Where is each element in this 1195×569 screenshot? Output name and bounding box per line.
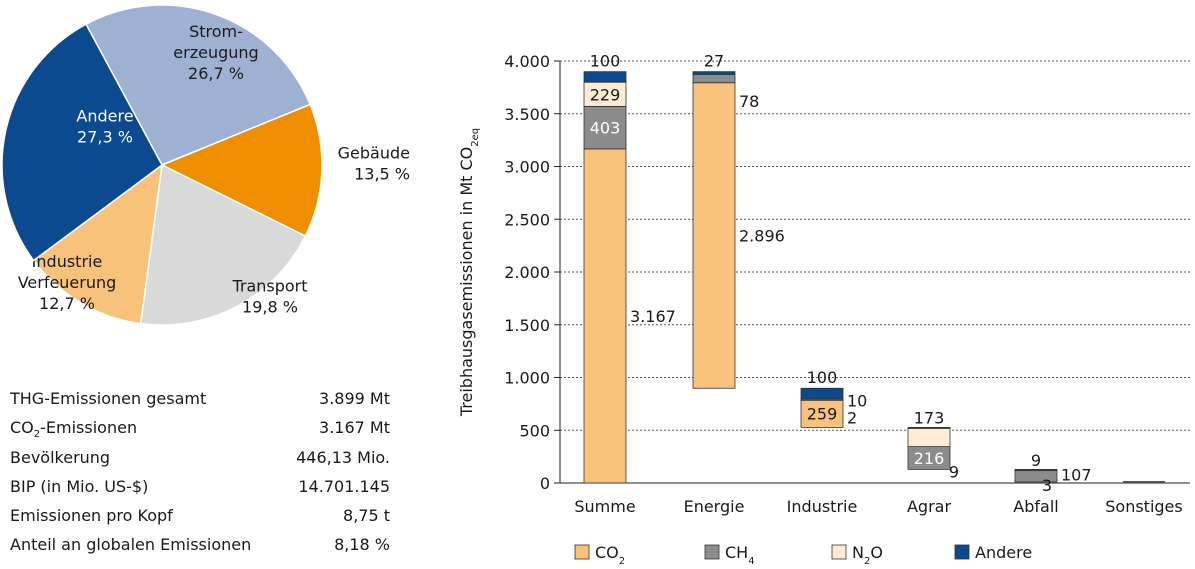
y-tick-label: 3.000 xyxy=(504,158,550,177)
pie-slice-label: Andere xyxy=(76,107,133,126)
stat-value: 3.899 Mt xyxy=(319,389,390,408)
stat-row: Emissionen pro Kopf 8,75 t xyxy=(10,501,390,530)
bar-industrie-andere xyxy=(800,387,844,400)
y-tick-label: 0 xyxy=(540,474,550,493)
pie-slice-label: Gebäude xyxy=(338,144,410,163)
legend-label: CH4 xyxy=(725,543,755,567)
stat-label: CO2-Emissionen xyxy=(10,418,138,441)
bar-sonstiges xyxy=(1123,481,1165,483)
bar-abfall-andere xyxy=(1014,468,1058,471)
stat-row: Anteil an globalen Emissionen 8,18 % xyxy=(10,530,390,559)
bar-summe-andere xyxy=(583,71,627,83)
x-tick-label: Abfall xyxy=(1013,497,1058,516)
bar-summe-n2o xyxy=(583,81,627,107)
pie-value-label: 27,3 % xyxy=(77,128,133,147)
pie-slice-geb-ude xyxy=(160,103,323,238)
bar-agrar-andere xyxy=(907,427,951,429)
stat-label: Bevölkerung xyxy=(10,447,111,467)
pie-value-label: 12,7 % xyxy=(39,294,95,313)
stat-label: BIP (in Mio. US-$) xyxy=(10,476,149,496)
legend-label: Andere xyxy=(975,543,1032,562)
y-tick-label: 3.500 xyxy=(504,105,550,124)
x-tick-label: Sonstiges xyxy=(1105,497,1182,516)
stat-row: THG-Emissionen gesamt 3.899 Mt xyxy=(10,384,390,413)
data-label: 216 xyxy=(914,449,945,468)
bar-summe-co2 xyxy=(583,148,627,484)
data-label: 3 xyxy=(1042,476,1052,495)
bar-industrie-co2 xyxy=(800,399,844,428)
pie-slice-industrie-verfeuerung xyxy=(32,163,163,325)
legend-label: CO2 xyxy=(595,543,625,567)
stat-row: BIP (in Mio. US-$) 14.701.145 xyxy=(10,472,390,501)
pie-slice-label: Industrie xyxy=(32,252,103,271)
data-label: 27 xyxy=(704,52,724,71)
pie-slice-label: Strom- xyxy=(189,22,243,41)
stat-value: 3.167 Mt xyxy=(319,418,390,438)
pie-value-label: 19,8 % xyxy=(242,298,298,317)
data-label: 78 xyxy=(739,92,759,111)
data-label: 259 xyxy=(807,405,838,424)
data-label: 100 xyxy=(590,52,621,71)
bar-summe-ch4 xyxy=(583,105,627,150)
data-label: 9 xyxy=(949,462,959,481)
stat-value: 8,18 % xyxy=(334,535,390,555)
bar-energie-andere xyxy=(692,71,736,75)
bar-energie-co2 xyxy=(692,82,736,389)
stat-value: 8,75 t xyxy=(343,506,390,526)
sector-pie-chart: Strom-erzeugung 26,7 % Gebäude 13,5 % Transp… xyxy=(1,4,410,326)
stat-value: 446,13 Mio. xyxy=(296,447,390,467)
bar-agrar-n2o xyxy=(907,427,951,448)
data-label: 229 xyxy=(590,85,621,104)
pie-slice-label: Transport xyxy=(231,277,307,296)
y-tick-label: 4.000 xyxy=(504,52,550,71)
y-tick-label: 2.500 xyxy=(504,210,550,229)
y-tick-label: 1.000 xyxy=(504,369,550,388)
legend-swatch-n2o xyxy=(831,544,847,560)
y-tick-label: 1.500 xyxy=(504,316,550,335)
stat-value: 14.701.145 xyxy=(298,476,390,496)
pie-slice-andere xyxy=(1,23,163,262)
stat-row: Bevölkerung 446,13 Mio. xyxy=(10,443,390,472)
country-stats-table: THG-Emissionen gesamt 3.899 Mt CO2-Emissio… xyxy=(10,384,390,560)
data-label: 100 xyxy=(807,368,838,387)
pie-slice-transport xyxy=(139,163,307,326)
pie-slice-label: Verfeuerung xyxy=(18,273,117,292)
data-label: 173 xyxy=(914,409,945,428)
stat-row: CO2-Emissionen 3.167 Mt xyxy=(10,413,390,442)
data-label: 2 xyxy=(847,409,857,428)
x-tick-label: Agrar xyxy=(907,497,951,516)
y-tick-label: 2.000 xyxy=(504,263,550,282)
data-label: 3.167 xyxy=(630,307,676,326)
x-tick-label: Summe xyxy=(574,497,635,516)
pie-value-label: 13,5 % xyxy=(354,165,410,184)
bar-energie-ch4 xyxy=(692,74,736,84)
stat-label: Emissionen pro Kopf xyxy=(10,506,173,526)
stat-label: Anteil an globalen Emissionen xyxy=(10,535,252,555)
legend-swatch-ch4 xyxy=(704,544,720,560)
data-label: 10 xyxy=(847,392,867,411)
pie-value-label: 26,7 % xyxy=(188,64,244,83)
stat-label: THG-Emissionen gesamt xyxy=(10,389,207,408)
data-label: 9 xyxy=(1031,451,1041,470)
emissions-waterfall-chart: 0 500 1.000 1.500 2.000 2.500 3.000 3.500 4.000 T… xyxy=(457,52,1190,567)
pie-slice-strom-erzeugung xyxy=(84,4,312,166)
pie-slice-label: erzeugung xyxy=(173,43,258,62)
x-tick-label: Industrie xyxy=(787,497,858,516)
data-label: 107 xyxy=(1061,466,1092,485)
y-tick-label: 500 xyxy=(519,421,550,440)
x-tick-label: Energie xyxy=(684,497,745,516)
legend-swatch-andere xyxy=(954,544,970,560)
y-axis-label: Treibhausgasemissionen in Mt CO2eq xyxy=(457,128,481,417)
data-label: 403 xyxy=(590,119,621,138)
legend-swatch-co2 xyxy=(574,544,590,560)
legend-label: N2O xyxy=(852,543,883,567)
data-label: 2.896 xyxy=(739,226,785,245)
